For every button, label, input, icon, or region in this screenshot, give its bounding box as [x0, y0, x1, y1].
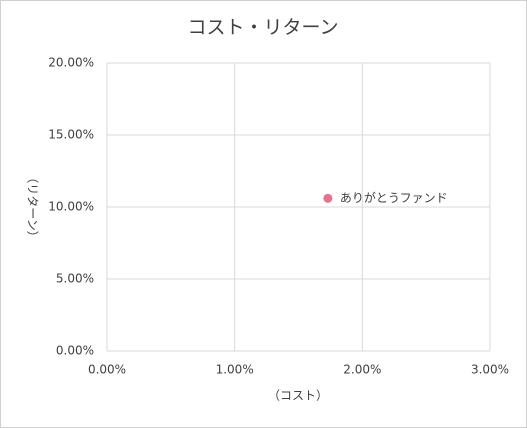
y-tick-label: 20.00% — [48, 56, 94, 70]
chart-title: コスト・リターン — [187, 17, 338, 39]
x-tick-label: 3.00% — [471, 363, 509, 377]
x-axis-label: （コスト） — [268, 389, 328, 403]
y-tick-label: 0.00% — [56, 344, 94, 358]
x-tick-label: 2.00% — [343, 363, 381, 377]
y-axis-label: （リターン） — [26, 171, 40, 242]
x-tick-label: 1.00% — [216, 363, 254, 377]
data-label: ありがとうファンド — [340, 190, 448, 205]
point — [323, 193, 333, 203]
x-tick-label: 0.00% — [88, 363, 126, 377]
y-tick-label: 10.00% — [48, 200, 94, 214]
y-tick-label: 5.00% — [56, 272, 94, 286]
y-tick-label: 15.00% — [48, 128, 94, 142]
